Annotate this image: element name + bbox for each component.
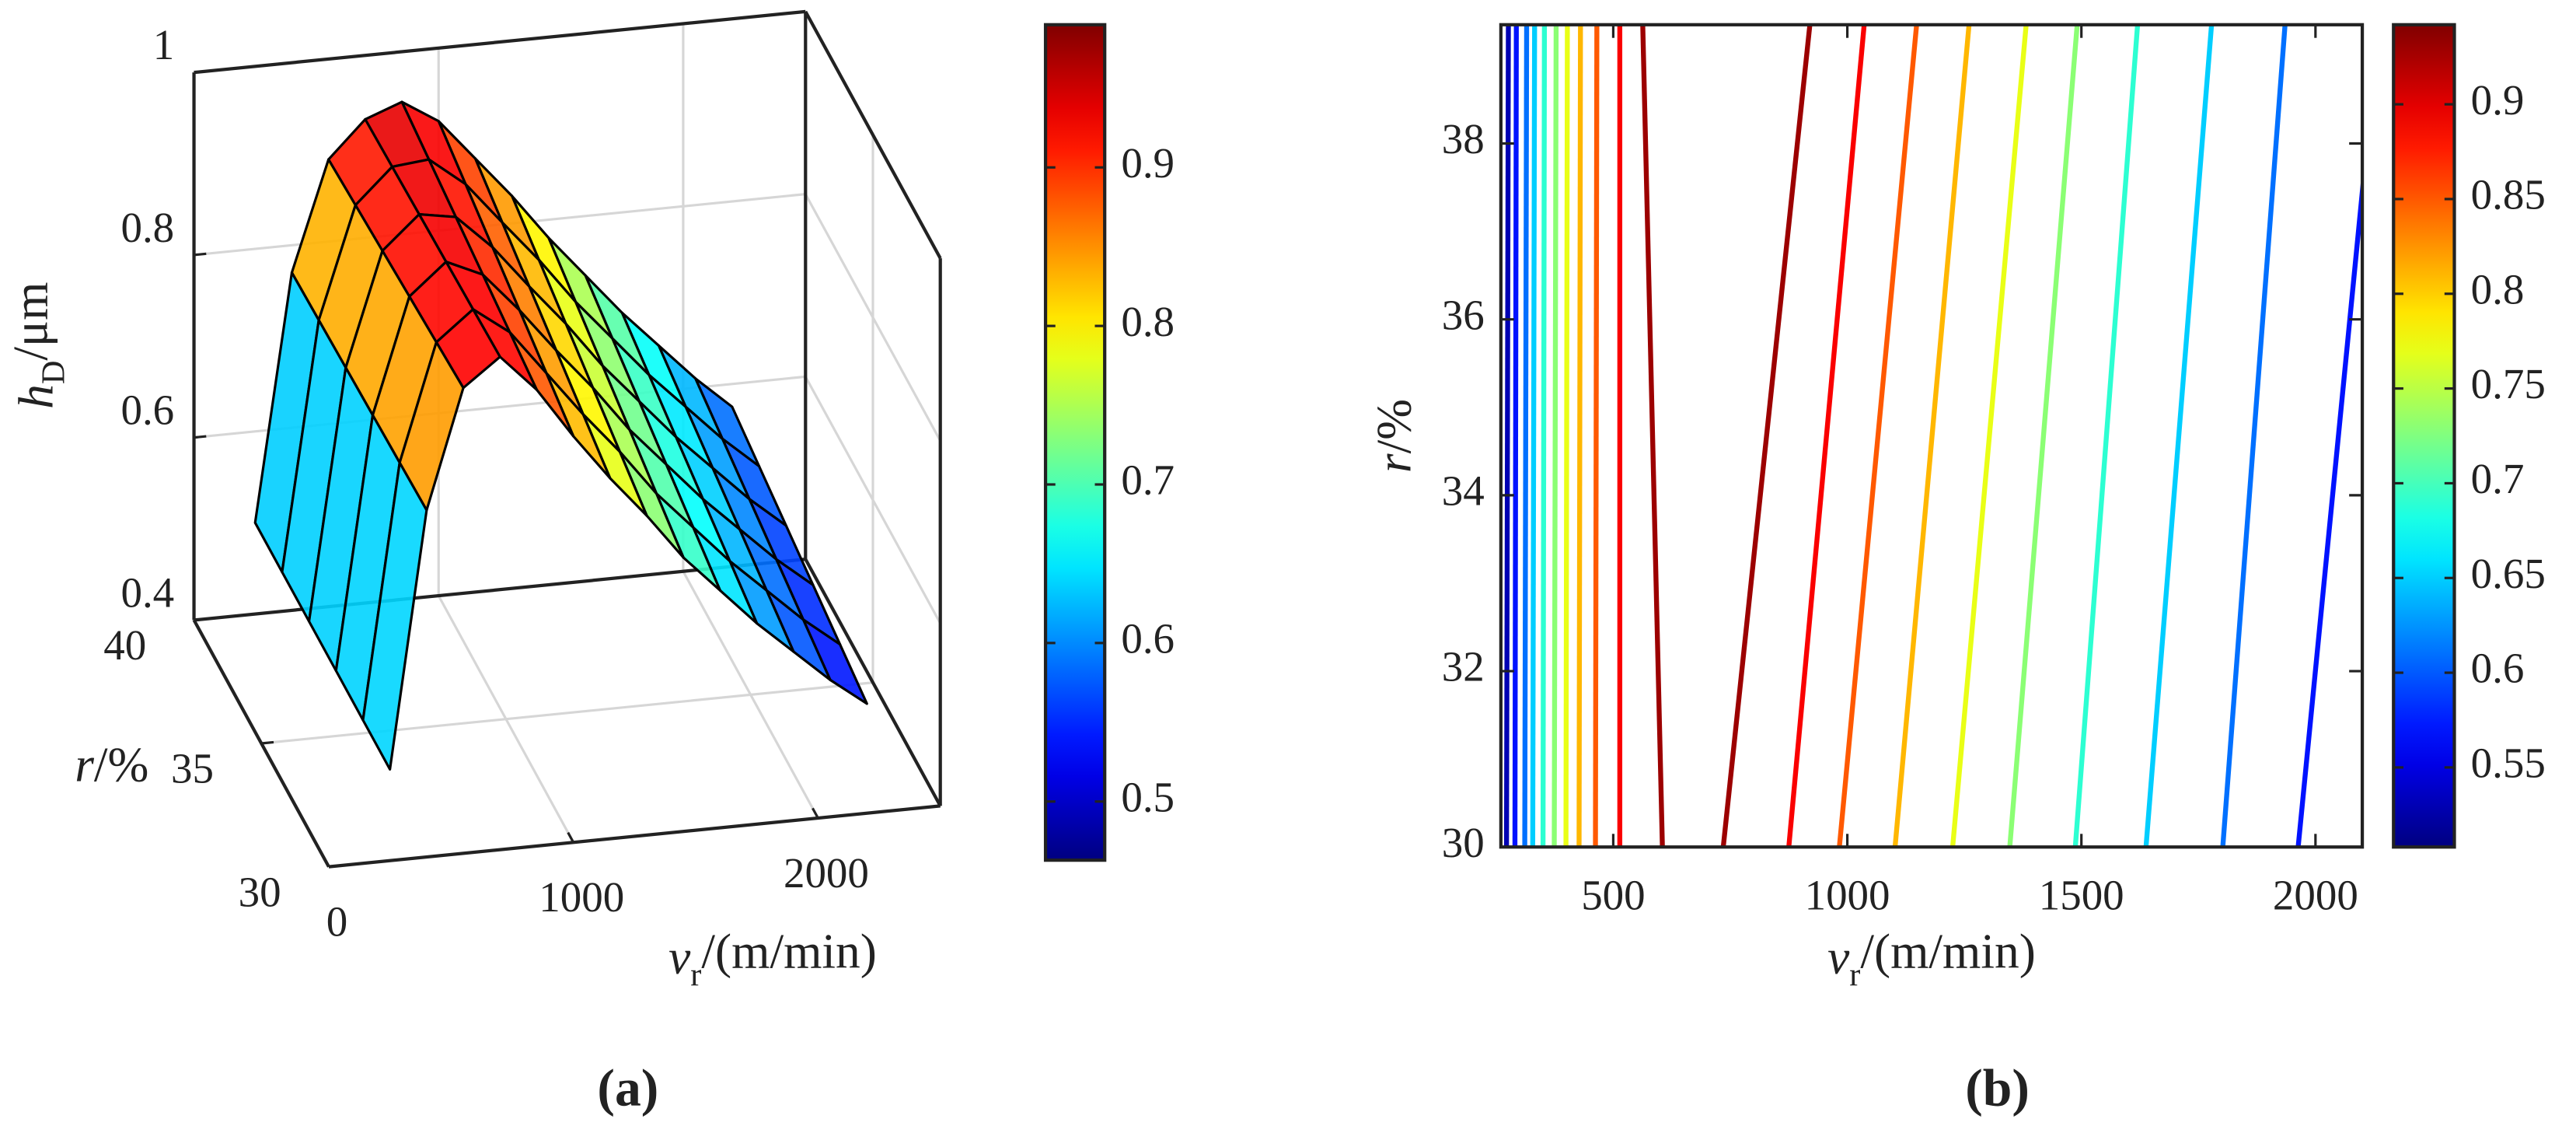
y-axis-label: r/%	[1367, 399, 1422, 473]
label-part: r	[1849, 956, 1860, 993]
label-part: /%	[1367, 399, 1422, 453]
contour-line	[1576, 24, 1583, 848]
colorbar-tick-label: 0.55	[2471, 740, 2546, 787]
x-tick	[812, 807, 819, 819]
z-tick-label: 0.6	[120, 386, 174, 434]
contour-line	[2295, 166, 2363, 848]
colorbar-tick-label: 0.5	[1121, 773, 1175, 820]
label-part: v	[1827, 929, 1850, 984]
x-tick-label: 0	[326, 897, 347, 945]
contour-line	[1720, 24, 1813, 848]
contour-line	[1949, 24, 2029, 848]
contour-line	[2072, 24, 2141, 848]
x-tick-label: 1000	[1805, 872, 1890, 919]
colorbar-tick-label: 0.85	[2471, 171, 2546, 219]
contour-line	[1522, 24, 1530, 848]
contour-line	[1540, 24, 1548, 848]
colorbar-tick-label: 0.7	[2471, 455, 2525, 502]
contour-line	[1593, 24, 1600, 848]
colorbar-tick-label: 0.7	[1121, 456, 1175, 504]
label-part: /(m/min)	[701, 924, 877, 979]
grid-line	[804, 193, 942, 442]
x-tick	[322, 856, 330, 868]
z-tick	[194, 252, 207, 257]
contour-line	[1640, 24, 1665, 848]
z-tick-label: 1	[153, 21, 174, 68]
colorbar	[2392, 23, 2456, 849]
x-tick-label: 1500	[2039, 872, 2124, 919]
x-tick-label: 2000	[2273, 872, 2358, 919]
plot-area	[1503, 24, 2363, 848]
x-axis-label: vr/(m/min)	[1827, 924, 2036, 993]
axis-box-edge	[804, 558, 942, 807]
y-tick-label: 34	[1442, 467, 1485, 514]
y-tick-label: 30	[239, 868, 281, 915]
z-tick	[194, 435, 207, 439]
colorbar-tick-label: 0.8	[2471, 265, 2525, 313]
contour-line	[1837, 24, 1919, 848]
y-tick	[328, 864, 341, 869]
z-tick	[194, 69, 207, 74]
contour-line	[1512, 24, 1519, 848]
label-part: v	[668, 929, 691, 984]
contour-line	[2220, 24, 2288, 848]
surface-patch	[361, 461, 428, 771]
y-axis-label: r/%	[75, 737, 148, 792]
contour-line	[1892, 24, 1972, 848]
panel-label: (b)	[1965, 1058, 2030, 1117]
grid-line	[804, 376, 942, 624]
y-tick-label: 40	[103, 621, 146, 669]
colorbar-tick-label: 0.6	[2471, 645, 2525, 692]
x-tick-label: 1000	[539, 873, 624, 921]
grid-line	[261, 681, 874, 745]
colorbar	[1043, 23, 1107, 862]
y-tick-label: 30	[1442, 819, 1485, 866]
y-tick	[261, 740, 274, 745]
y-tick-label: 38	[1442, 115, 1485, 163]
y-tick-label: 35	[171, 745, 214, 792]
x-tick	[567, 831, 575, 844]
colorbar-tick-label: 0.9	[1121, 139, 1175, 187]
panel-label: (a)	[597, 1058, 658, 1117]
contour-line	[1786, 24, 1867, 848]
contour-line	[1530, 24, 1538, 848]
contour-line	[2007, 24, 2080, 848]
axis-box-edge	[328, 804, 941, 869]
colorbar-tick-label: 0.9	[2471, 76, 2525, 124]
z-tick-label: 0.8	[120, 204, 174, 251]
label-part: r	[690, 956, 701, 993]
z-axis-label: hD/μm	[2, 282, 72, 409]
label-part: /(m/min)	[1860, 924, 2036, 979]
label-part: r	[75, 737, 94, 792]
label-part: /μm	[2, 282, 58, 361]
y-tick-label: 32	[1442, 643, 1485, 691]
label-part: r	[1367, 453, 1422, 473]
x-axis-label: vr/(m/min)	[668, 924, 877, 993]
z-tick-label: 0.4	[120, 568, 174, 616]
label-part: /%	[94, 737, 148, 792]
axis-box-edge	[804, 10, 942, 260]
label-part: h	[9, 384, 64, 409]
contour-line	[1552, 24, 1559, 848]
x-tick-label: 500	[1581, 872, 1645, 919]
colorbar-tick-label: 0.65	[2471, 550, 2546, 597]
label-part: D	[35, 361, 72, 385]
colorbar-tick-label: 0.75	[2471, 360, 2546, 407]
colorbar-tick-label: 0.8	[1121, 298, 1175, 345]
x-tick-label: 2000	[784, 849, 869, 897]
z-tick	[194, 617, 207, 621]
contour-line	[1503, 24, 1511, 848]
contour-line	[2143, 24, 2215, 848]
y-tick-label: 36	[1442, 291, 1485, 338]
axes-box	[1499, 23, 2365, 849]
colorbar-tick-label: 0.6	[1121, 614, 1175, 662]
contour-line	[1563, 24, 1570, 848]
axis-box-edge	[194, 9, 806, 75]
